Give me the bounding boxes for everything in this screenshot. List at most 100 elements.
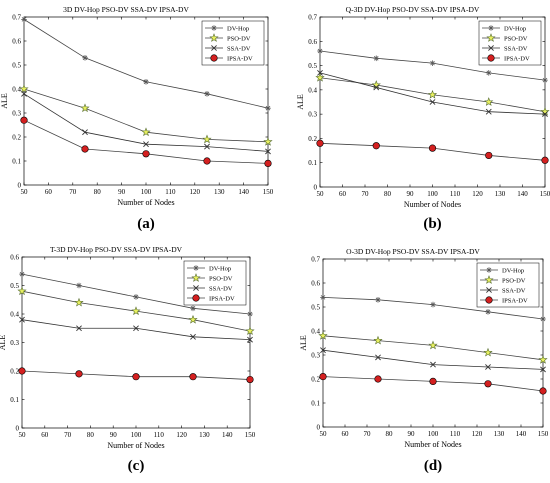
legend-marker bbox=[193, 265, 199, 271]
y-tick-label: 0 bbox=[317, 424, 321, 432]
legend-entry: IPSA-DV bbox=[227, 56, 253, 63]
data-point bbox=[74, 297, 84, 307]
legend-marker bbox=[209, 33, 219, 42]
data-point bbox=[484, 380, 492, 388]
data-point bbox=[18, 367, 26, 375]
y-tick-label: 0 bbox=[18, 182, 22, 190]
y-tick-label: 0.3 bbox=[308, 111, 317, 119]
data-point bbox=[264, 159, 272, 167]
legend-entry: SSA-DV bbox=[227, 46, 251, 53]
y-tick-label: 0.7 bbox=[308, 14, 317, 22]
legend: DV-Hop PSO-DV SSA-DV IPSA-DV bbox=[183, 260, 247, 306]
x-axis-label: Number of Nodes bbox=[107, 441, 164, 450]
y-tick-label: 0.4 bbox=[311, 328, 320, 336]
data-point bbox=[143, 79, 149, 85]
series-pso-dv bbox=[19, 84, 273, 146]
x-tick-label: 90 bbox=[407, 190, 415, 198]
data-point bbox=[263, 136, 273, 146]
x-tick-label: 150 bbox=[263, 188, 274, 196]
x-tick-label: 130 bbox=[199, 431, 210, 439]
y-tick-label: 0.7 bbox=[12, 14, 21, 22]
panel-label: (b) bbox=[423, 216, 441, 232]
data-point bbox=[429, 99, 436, 105]
y-tick-label: 0 bbox=[16, 425, 20, 433]
data-point bbox=[80, 103, 90, 113]
legend-marker bbox=[487, 54, 495, 62]
legend: DV-Hop PSO-DV SSA-DV IPSA-DV bbox=[201, 20, 265, 66]
x-tick-label: 100 bbox=[427, 190, 438, 198]
legend-marker bbox=[484, 275, 494, 284]
panel-label: (c) bbox=[128, 458, 145, 474]
y-tick-label: 0.7 bbox=[311, 256, 320, 264]
y-axis-label: ALE bbox=[296, 94, 305, 110]
x-tick-label: 80 bbox=[384, 190, 392, 198]
y-tick-label: 0.1 bbox=[12, 158, 21, 166]
data-point bbox=[317, 48, 323, 54]
y-tick-label: 0.4 bbox=[308, 86, 317, 94]
y-axis-label: ALE bbox=[0, 335, 7, 351]
panel-label: (d) bbox=[424, 458, 442, 474]
data-point bbox=[247, 311, 253, 317]
legend-entry: IPSA-DV bbox=[502, 298, 528, 305]
data-point bbox=[190, 333, 196, 340]
x-tick-label: 60 bbox=[41, 431, 49, 439]
y-tick-label: 0.5 bbox=[311, 304, 320, 312]
data-point bbox=[19, 271, 25, 277]
data-point bbox=[374, 375, 382, 383]
data-point bbox=[75, 370, 83, 378]
data-point bbox=[320, 347, 326, 354]
series-ipsa-dv bbox=[18, 367, 254, 384]
series-line bbox=[23, 93, 269, 152]
y-tick-label: 0.1 bbox=[308, 159, 317, 167]
data-point bbox=[141, 127, 151, 137]
data-point bbox=[82, 129, 88, 136]
x-axis-label: Number of Nodes bbox=[404, 200, 461, 209]
data-point bbox=[540, 106, 550, 116]
data-point bbox=[319, 373, 327, 381]
data-point bbox=[76, 282, 82, 289]
data-point bbox=[204, 91, 210, 97]
y-axis-label: ALE bbox=[299, 335, 308, 351]
legend-marker bbox=[488, 45, 494, 51]
data-point bbox=[371, 80, 381, 89]
series-pso-dv bbox=[318, 330, 548, 364]
x-tick-label: 120 bbox=[176, 431, 187, 439]
data-point bbox=[315, 72, 325, 82]
series-dv-hop bbox=[21, 16, 271, 111]
y-tick-label: 0.2 bbox=[308, 135, 317, 143]
x-tick-label: 80 bbox=[386, 430, 394, 438]
chart-title: O-3D DV-Hop PSO-DV SSA-DV IPSA-DV bbox=[346, 247, 480, 256]
x-tick-label: 60 bbox=[342, 430, 350, 438]
legend-marker bbox=[211, 45, 217, 51]
legend-marker bbox=[486, 267, 492, 273]
legend-marker bbox=[210, 54, 218, 62]
data-point bbox=[428, 144, 437, 152]
legend-entry: DV-Hop bbox=[504, 26, 526, 33]
y-tick-label: 0 bbox=[314, 184, 318, 192]
y-tick-label: 0.2 bbox=[10, 368, 19, 376]
x-tick-label: 50 bbox=[317, 190, 325, 198]
x-tick-label: 140 bbox=[516, 430, 527, 438]
x-tick-label: 100 bbox=[428, 430, 439, 438]
chart-title: Q-3D DV-Hop PSO-DV SSA-DV IPSA-DV bbox=[346, 5, 480, 14]
y-tick-label: 0.4 bbox=[12, 86, 21, 94]
legend-entry: PSO-DV bbox=[209, 276, 233, 283]
series-ssa-dv bbox=[21, 90, 271, 155]
chart-title: 3D DV-Hop PSO-DV SSA-DV IPSA-DV bbox=[63, 5, 189, 14]
data-point bbox=[540, 316, 546, 322]
data-point bbox=[20, 116, 28, 124]
legend-marker bbox=[488, 25, 494, 31]
y-tick-label: 0.3 bbox=[12, 110, 21, 118]
data-point bbox=[373, 55, 380, 62]
series-ipsa-dv bbox=[316, 139, 549, 164]
legend-marker bbox=[486, 287, 492, 293]
x-tick-label: 50 bbox=[21, 188, 29, 196]
panel-label: (a) bbox=[137, 216, 155, 232]
x-tick-label: 130 bbox=[495, 190, 506, 198]
legend-entry: SSA-DV bbox=[209, 286, 233, 293]
y-tick-label: 0.2 bbox=[12, 134, 21, 142]
data-point bbox=[133, 294, 139, 300]
y-tick-label: 0.5 bbox=[308, 62, 317, 70]
x-tick-label: 70 bbox=[64, 431, 72, 439]
